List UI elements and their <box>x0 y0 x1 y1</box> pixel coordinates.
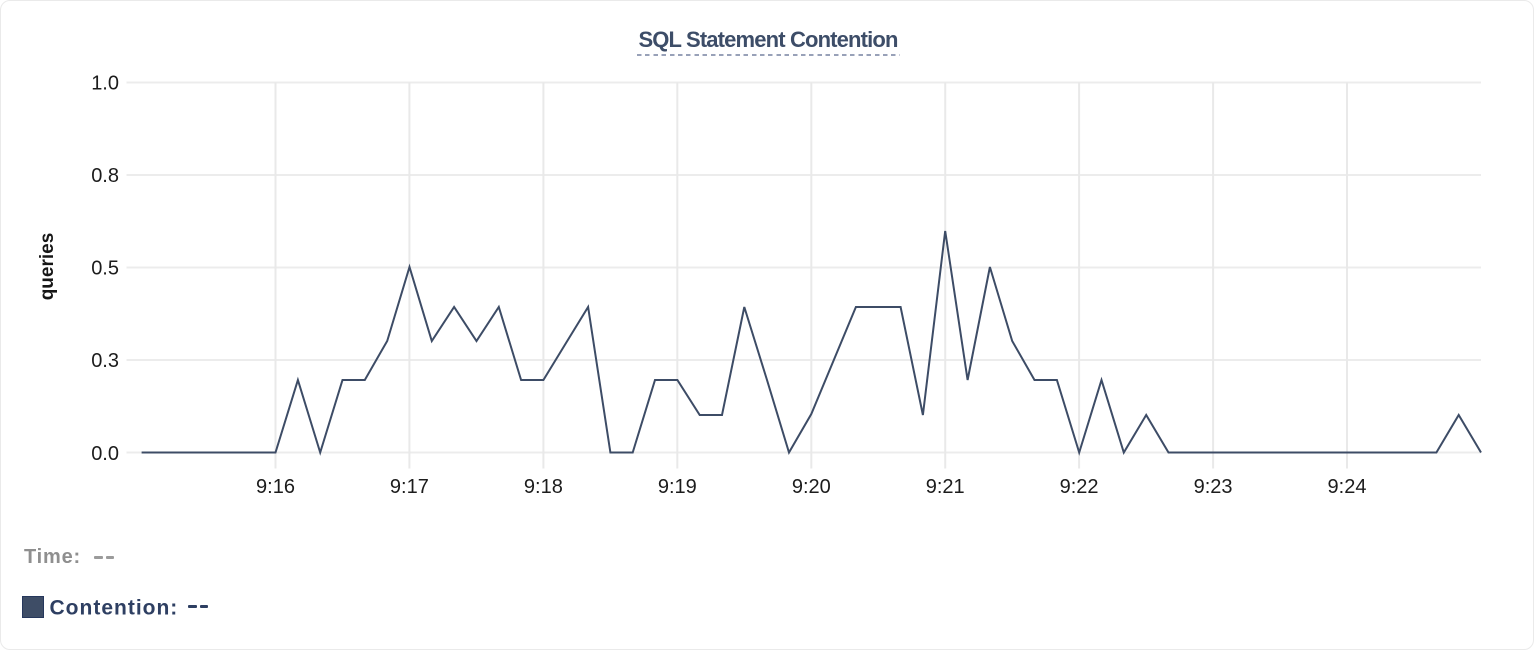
svg-text:0.5: 0.5 <box>91 258 119 280</box>
svg-text:9:23: 9:23 <box>1194 476 1233 498</box>
svg-text:9:21: 9:21 <box>926 476 965 498</box>
svg-text:9:24: 9:24 <box>1328 476 1367 498</box>
svg-text:0.0: 0.0 <box>91 443 119 465</box>
svg-text:1.0: 1.0 <box>91 73 119 95</box>
svg-text:9:20: 9:20 <box>792 476 831 498</box>
svg-text:9:19: 9:19 <box>658 476 697 498</box>
svg-text:0.3: 0.3 <box>91 350 119 372</box>
svg-text:0.8: 0.8 <box>91 165 119 187</box>
svg-text:9:16: 9:16 <box>256 476 295 498</box>
svg-text:9:22: 9:22 <box>1060 476 1099 498</box>
svg-text:9:17: 9:17 <box>390 476 429 498</box>
svg-text:queries: queries <box>37 233 58 301</box>
svg-text:9:18: 9:18 <box>524 476 563 498</box>
